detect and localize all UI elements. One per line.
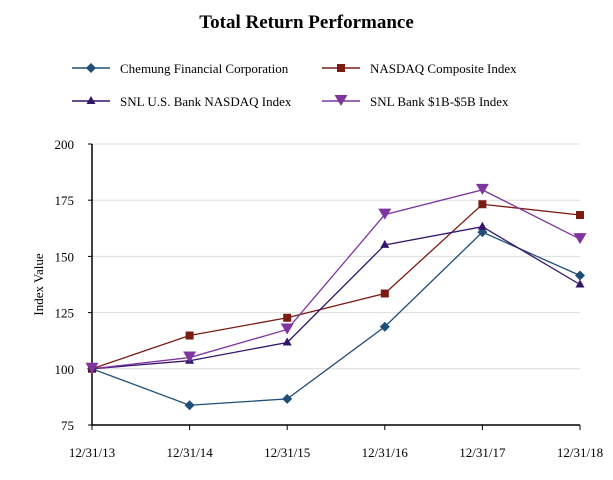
legend-marker — [86, 96, 96, 104]
data-point — [380, 239, 390, 248]
series-line — [91, 203, 581, 370]
data-point — [280, 323, 294, 335]
data-point — [183, 351, 197, 363]
data-point — [185, 331, 194, 340]
y-tick-label: 175 — [55, 193, 75, 208]
legend-marker — [337, 64, 345, 72]
data-point — [379, 321, 390, 332]
legend-marker — [86, 63, 96, 73]
data-point — [475, 183, 489, 195]
y-tick-label: 75 — [61, 418, 74, 433]
legend-label: Chemung Financial Corporation — [120, 61, 289, 76]
y-tick-label: 125 — [55, 306, 75, 321]
data-point — [282, 337, 292, 346]
series-line — [91, 231, 581, 406]
data-point — [378, 208, 392, 220]
x-tick-label: 12/31/16 — [362, 445, 409, 460]
x-tick-label: 12/31/15 — [264, 445, 310, 460]
x-tick-label: 12/31/18 — [557, 445, 603, 460]
x-tick-label: 12/31/14 — [166, 445, 213, 460]
data-point — [575, 270, 585, 281]
data-point — [282, 393, 293, 404]
legend-label: NASDAQ Composite Index — [370, 61, 517, 76]
y-tick-label: 200 — [55, 137, 75, 152]
x-tick-label: 12/31/13 — [69, 445, 115, 460]
legend-marker — [334, 95, 348, 106]
data-point — [85, 362, 99, 374]
legend-label: SNL Bank $1B-$5B Index — [370, 94, 509, 109]
legend-label: SNL U.S. Bank NASDAQ Index — [120, 94, 292, 109]
y-tick-label: 150 — [55, 249, 75, 264]
data-point — [184, 400, 195, 411]
data-point — [576, 211, 584, 220]
series-line — [91, 189, 581, 370]
y-axis-label: Index Value — [31, 253, 46, 315]
x-tick-label: 12/31/17 — [459, 445, 506, 460]
series-line — [91, 226, 581, 370]
data-point — [380, 289, 389, 298]
data-point — [478, 200, 487, 209]
data-point — [283, 313, 292, 322]
data-point — [575, 279, 585, 288]
chart-title: Total Return Performance — [199, 12, 414, 33]
data-point — [573, 233, 587, 245]
y-tick-label: 100 — [55, 362, 75, 377]
data-point — [477, 221, 487, 230]
